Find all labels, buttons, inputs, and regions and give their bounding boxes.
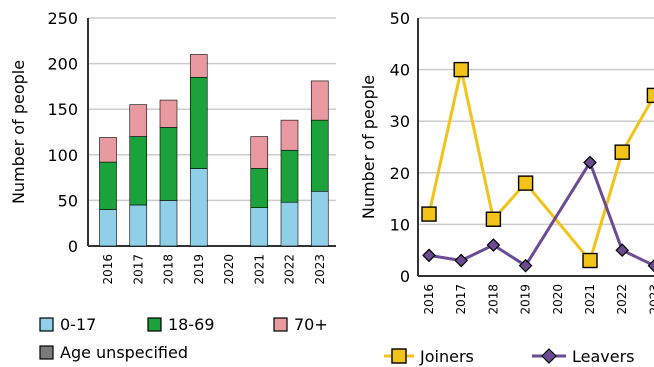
x-tick-label: 2016 (422, 284, 436, 315)
line-chart: 0 10 20 30 40 50 Number of people 2016 2017 2018 2… (359, 9, 654, 315)
x-tick-label: 2021 (252, 254, 266, 285)
x-tick-label: 2017 (454, 284, 468, 315)
bar-segment-70-plus (250, 136, 269, 169)
y-tick-label: 250 (47, 9, 78, 28)
bar-segment-70-plus (159, 99, 178, 128)
bar-segment-0-17 (159, 200, 178, 247)
x-tick-label: 2018 (486, 284, 500, 315)
bar-segment-70-plus (129, 104, 148, 137)
age-legend: 0-17 18-69 70+ Age unspecified (39, 315, 328, 362)
x-tick-label: 2018 (162, 254, 176, 285)
y-axis-title: Number of people (9, 60, 28, 204)
leavers-point (647, 259, 654, 273)
x-tick-label: 2019 (519, 284, 533, 315)
joiners-point (517, 175, 534, 191)
joiners-line (427, 68, 654, 263)
x-tick-label: 2019 (192, 254, 206, 285)
bar-segment-18-69 (129, 136, 148, 206)
joiners-point (614, 144, 630, 160)
leavers-point (454, 253, 469, 268)
x-tick-label: 2021 (583, 284, 597, 315)
y-tick-label: 20 (390, 164, 410, 183)
y-tick-label: 40 (390, 61, 410, 80)
x-tick-label: 2022 (283, 254, 297, 285)
leavers-point (583, 155, 597, 170)
leavers-legend-marker (541, 348, 557, 364)
x-tick-label: 2022 (615, 284, 629, 315)
leavers-point (518, 258, 533, 273)
legend-label: Age unspecified (60, 343, 188, 362)
joiners-point (485, 211, 502, 227)
bar-segment-18-69 (280, 149, 299, 203)
bar-segment-18-69 (159, 127, 178, 201)
y-tick-label: 50 (58, 191, 78, 210)
bar-segment-0-17 (280, 201, 299, 247)
legend-label: 0-17 (60, 315, 96, 334)
bar-segment-18-69 (310, 119, 329, 192)
joiners-point (453, 61, 469, 78)
bar-segment-18-69-swatch (147, 317, 162, 332)
legend-label: 18-69 (168, 315, 215, 334)
membership-legend: Joiners Leavers (384, 347, 635, 366)
legend-label: Leavers (572, 347, 635, 366)
y-axis-title: Number of people (359, 75, 378, 219)
y-tick-label: 100 (47, 146, 78, 165)
joiners-point (582, 252, 598, 269)
y-tick-label: 200 (47, 55, 78, 74)
y-tick-label: 30 (390, 112, 410, 131)
x-tick-label: 2023 (313, 254, 327, 285)
bar-segment-0-17 (310, 190, 329, 247)
x-tick-label: 2020 (222, 254, 236, 285)
bar-segment-70-plus (310, 80, 329, 121)
x-tick-label: 2023 (647, 284, 654, 315)
joiners-point (646, 87, 654, 104)
bar-segment-0-17 (99, 209, 117, 247)
joiners-point (421, 206, 437, 222)
y-tick-label: 150 (47, 100, 78, 119)
leavers-point (615, 243, 630, 258)
x-tick-label: 2017 (131, 254, 145, 285)
legend-label: 70+ (294, 315, 328, 334)
bar-segment-0-17-swatch (39, 317, 54, 332)
legend-label: Joiners (419, 347, 474, 366)
bar-segment-70-plus (189, 54, 208, 78)
y-tick-label: 50 (390, 9, 410, 28)
y-tick-label: 0 (68, 237, 78, 256)
bar-segment-unspecified-swatch (39, 345, 54, 360)
x-tick-label: 2020 (551, 284, 565, 315)
bar-segment-70-plus (99, 137, 117, 163)
y-tick-label: 0 (400, 267, 410, 286)
y-tick-label: 10 (390, 215, 410, 234)
bar-segment-18-69 (189, 76, 208, 169)
bar-segment-70-plus-swatch (273, 317, 288, 332)
bar-segment-0-17 (189, 168, 208, 247)
bar-segment-0-17 (250, 207, 269, 247)
joiners-legend-marker (391, 348, 407, 364)
bar-segment-70-plus (280, 119, 299, 151)
x-tick-label: 2016 (101, 254, 115, 285)
stacked-bar-chart: 0 50 100 150 200 250 Number of people 2016 2017 2… (9, 9, 336, 285)
bar-segment-18-69 (99, 161, 117, 210)
bar-segment-18-69 (250, 168, 269, 208)
leavers-point (486, 238, 501, 252)
bar-segment-0-17 (129, 204, 148, 247)
leavers-point (422, 248, 436, 263)
